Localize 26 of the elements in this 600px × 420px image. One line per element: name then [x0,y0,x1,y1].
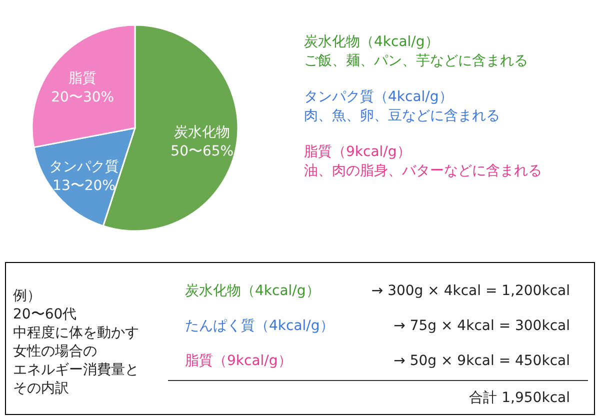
text: たんぱく質（4kcal/g） [185,318,334,334]
text: その内訳 [13,380,69,396]
text: 中程度に体を動かす [13,325,139,341]
text: → 75g × 4kcal = 300kcal [394,318,570,334]
text: 脂質（9kcal/g） [304,144,411,160]
text: 炭水化物（4kcal/g） [185,283,320,299]
text: 20〜30% [51,90,114,106]
text: ご飯、麺、パン、芋などに含まれる [304,53,528,69]
text: 脂質（9kcal/g） [185,353,292,369]
text: 油、肉の脂身、バターなどに含まれる [304,163,542,179]
text: → 50g × 9kcal = 450kcal [394,353,570,369]
slice-label: タンパク質 [49,158,120,175]
text: 50〜65% [170,144,234,160]
text: 炭水化物（4kcal/g） [304,34,439,50]
slice-label: 炭水化物 [174,124,230,141]
text: エネルギー消費量と [13,362,139,378]
text: 合計 1,950kcal [469,390,570,406]
text: → 300g × 4kcal = 1,200kcal [371,283,570,299]
text: タンパク質（4kcal/g） [304,89,453,105]
slice-label: 脂質 [68,70,97,87]
text: 女性の場合の [13,344,97,360]
text: 肉、魚、卵、豆などに含まれる [304,108,500,124]
text: 13〜20% [52,178,116,194]
text: 例） [13,288,41,304]
pie-slice [31,24,136,148]
text: 20〜60代 [13,306,77,322]
